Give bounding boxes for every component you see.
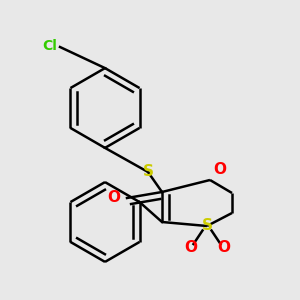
Text: S: S	[142, 164, 154, 179]
Text: O: O	[184, 239, 197, 254]
Text: O: O	[107, 190, 120, 206]
Text: O: O	[213, 162, 226, 177]
Text: O: O	[217, 239, 230, 254]
Text: S: S	[202, 218, 212, 233]
Text: Cl: Cl	[42, 38, 57, 52]
